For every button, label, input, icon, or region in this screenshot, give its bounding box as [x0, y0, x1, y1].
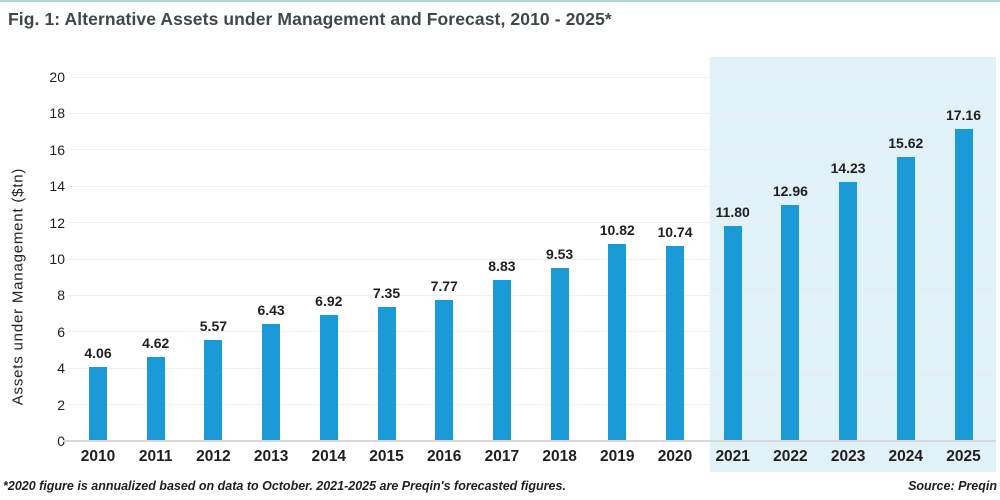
bar-2015	[377, 307, 396, 440]
y-tick-label: 10	[49, 251, 65, 267]
y-gridline	[68, 331, 996, 333]
x-tick-label: 2014	[311, 448, 347, 465]
y-tick-label: 20	[49, 69, 65, 85]
y-tick-label: 8	[57, 287, 65, 304]
x-tick-label: 2017	[484, 448, 520, 465]
y-gridline	[68, 149, 996, 151]
x-tick-label: 2010	[80, 448, 116, 465]
y-gridline	[68, 367, 996, 369]
y-tick-label: 6	[57, 323, 65, 340]
x-tick-label: 2019	[600, 448, 635, 465]
top-border-line	[0, 0, 1000, 2]
bar-value-label: 10.82	[599, 222, 635, 239]
bar-2023	[839, 182, 858, 440]
bar-2014	[319, 315, 338, 440]
source-credit: Source: Preqin	[908, 479, 997, 493]
bar-2025	[954, 128, 973, 440]
bar-value-label: 7.35	[372, 285, 401, 302]
bar-value-label: 17.16	[945, 106, 982, 123]
y-gridline	[68, 404, 996, 406]
y-gridline	[68, 112, 996, 114]
bar-value-label: 4.62	[142, 334, 170, 351]
bar-value-label: 15.62	[888, 134, 924, 151]
bar-2019	[608, 244, 627, 440]
y-axis-label: Assets under Management ($tn)	[9, 167, 27, 406]
y-gridline	[68, 76, 996, 78]
bar-2012	[204, 339, 223, 440]
bar-value-label: 4.06	[84, 345, 112, 362]
x-tick-label: 2016	[426, 448, 462, 465]
x-axis-line	[63, 440, 996, 442]
x-tick-label: 2012	[196, 448, 231, 465]
bar-value-label: 7.77	[430, 277, 458, 294]
x-tick-label: 2020	[657, 448, 693, 465]
footnote: *2020 figure is annualized based on data…	[3, 479, 566, 493]
y-tick-label: 16	[49, 141, 65, 158]
y-gridline	[68, 222, 996, 224]
bar-value-label: 11.80	[715, 204, 750, 221]
bar-2021	[723, 226, 742, 440]
x-tick-label: 2018	[542, 448, 577, 465]
bar-2017	[492, 280, 511, 440]
x-tick-label: 2021	[715, 448, 750, 465]
y-tick-label: 4	[57, 360, 65, 377]
bar-2024	[896, 156, 915, 440]
y-tick-label: 18	[49, 105, 65, 122]
x-tick-label: 2022	[773, 448, 808, 465]
x-tick-label: 2024	[888, 448, 924, 465]
bar-2018	[550, 267, 569, 440]
y-gridline	[68, 294, 996, 296]
y-tick-label: 2	[57, 396, 65, 413]
bar-value-label: 10.74	[657, 223, 693, 240]
bar-value-label: 8.83	[488, 258, 516, 275]
y-tick-label: 14	[49, 178, 65, 195]
x-tick-label: 2025	[946, 448, 981, 465]
bar-2011	[146, 356, 165, 440]
y-tick-label: 0	[57, 433, 65, 449]
y-gridline	[68, 185, 996, 187]
bar-value-label: 6.92	[315, 293, 343, 310]
y-gridline	[68, 258, 996, 260]
chart-title: Fig. 1: Alternative Assets under Managem…	[8, 9, 612, 29]
y-tick-label: 12	[49, 214, 65, 231]
bar-2016	[435, 299, 454, 440]
bar-2010	[89, 367, 107, 440]
x-tick-label: 2015	[369, 448, 404, 465]
bar-2020	[666, 245, 684, 440]
x-tick-label: 2023	[830, 448, 866, 465]
bar-value-label: 12.96	[772, 183, 808, 200]
bar-value-label: 9.53	[545, 245, 574, 262]
bar-2013	[262, 323, 281, 440]
bar-value-label: 14.23	[830, 160, 866, 176]
x-tick-label: 2011	[138, 448, 173, 465]
bar-value-label: 6.43	[257, 301, 285, 318]
x-tick-label: 2013	[253, 448, 289, 465]
bar-value-label: 5.57	[199, 317, 228, 334]
bar-2022	[781, 205, 800, 440]
